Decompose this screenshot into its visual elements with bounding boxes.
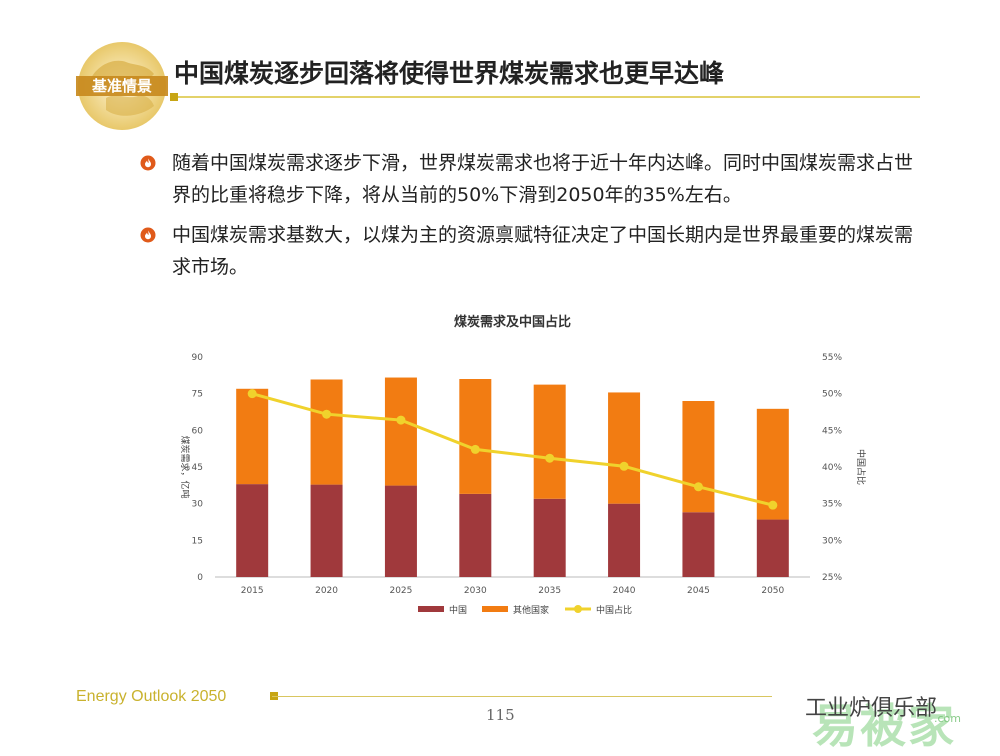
logo-badge-text: 基准情景: [91, 77, 152, 95]
wechat-watermark: 工业炉俱乐部: [805, 696, 938, 721]
y2-axis-tick-label: 45%: [822, 426, 842, 436]
y-axis-tick-label: 15: [192, 536, 203, 546]
china-share-point: [768, 500, 778, 510]
y2-axis-tick-label: 50%: [822, 390, 842, 400]
title-divider: [172, 96, 920, 98]
bar-other-countries: [608, 392, 641, 504]
china-share-point: [247, 389, 257, 399]
bullet-text: 中国煤炭需求基数大，以煤为主的资源禀赋特征决定了中国长期内是世界最重要的煤炭需求…: [172, 224, 914, 278]
y2-axis-tick-label: 40%: [822, 463, 842, 473]
y-axis-tick-label: 45: [192, 463, 203, 473]
y-axis-tick-label: 30: [192, 500, 204, 510]
y2-axis-label: 中国占比: [855, 449, 867, 485]
y-axis-tick-label: 90: [192, 353, 204, 363]
legend-label: 中国占比: [596, 604, 632, 616]
bar-other-countries: [533, 384, 566, 499]
bar-china: [533, 498, 566, 577]
legend-label: 中国: [449, 604, 467, 616]
bullet-item: 中国煤炭需求基数大，以煤为主的资源禀赋特征决定了中国长期内是世界最重要的煤炭需求…: [140, 219, 920, 289]
bar-other-countries: [310, 379, 343, 485]
china-share-point: [619, 461, 629, 471]
logo-globe-badge: 基准情景: [76, 42, 168, 130]
y-axis-tick-label: 60: [192, 426, 204, 436]
china-share-point: [545, 453, 555, 463]
bar-china: [459, 493, 492, 577]
bar-china: [756, 519, 789, 577]
x-axis-tick-label: 2035: [538, 586, 561, 596]
china-share-point: [470, 444, 480, 454]
bar-china: [608, 503, 641, 577]
footer-report-name: Energy Outlook 2050: [76, 688, 227, 705]
bar-other-countries: [459, 379, 492, 494]
china-share-point: [322, 409, 332, 419]
site-url-watermark: .com: [934, 712, 961, 725]
legend-marker: [574, 605, 582, 613]
x-axis-tick-label: 2050: [761, 586, 784, 596]
x-axis-tick-label: 2040: [613, 586, 636, 596]
flame-bullet-icon: [140, 155, 156, 171]
page-number: 115: [486, 706, 515, 724]
x-axis-tick-label: 2025: [389, 586, 412, 596]
bar-other-countries: [236, 388, 269, 485]
bar-other-countries: [682, 401, 715, 513]
y2-axis-tick-label: 55%: [822, 353, 842, 363]
china-share-point: [693, 482, 703, 492]
legend-swatch: [482, 606, 508, 612]
site-watermark: 易被家: [812, 699, 956, 753]
bar-other-countries: [384, 377, 417, 486]
x-axis-tick-label: 2020: [315, 586, 338, 596]
legend-swatch: [418, 606, 444, 612]
coal-demand-chart: 煤炭需求及中国占比 0 15 30 45 60 75 90 25% 30% 35% 40% 45% 50%…: [179, 314, 867, 616]
bar-china: [384, 485, 417, 577]
x-axis-tick-label: 2045: [687, 586, 710, 596]
y2-axis-tick-label: 35%: [822, 500, 842, 510]
y2-axis-tick-label: 30%: [822, 536, 842, 546]
x-axis-tick-label: 2015: [241, 586, 264, 596]
china-share-point: [396, 415, 406, 425]
flame-bullet-icon: [140, 227, 156, 243]
china-share-line: [251, 392, 774, 507]
footer-divider: [272, 696, 772, 697]
chart-title: 煤炭需求及中国占比: [454, 314, 571, 330]
bullet-item: 随着中国煤炭需求逐步下滑，世界煤炭需求也将于近十年内达峰。同时中国煤炭需求占世界…: [140, 147, 920, 217]
y2-axis-tick-label: 25%: [822, 573, 842, 583]
y-axis-tick-label: 75: [192, 390, 203, 400]
y-axis-label: 煤炭需求，亿吨: [179, 435, 191, 498]
y-axis-tick-label: 0: [197, 573, 203, 583]
legend-label: 其他国家: [513, 604, 549, 616]
bullet-text: 随着中国煤炭需求逐步下滑，世界煤炭需求也将于近十年内达峰。同时中国煤炭需求占世界…: [172, 152, 914, 206]
bar-china: [310, 484, 343, 577]
bar-china: [236, 484, 269, 577]
page-title: 中国煤炭逐步回落将使得世界煤炭需求也更早达峰: [174, 59, 725, 88]
title-divider-marker: [170, 93, 178, 101]
bar-china: [682, 512, 715, 577]
x-axis-tick-label: 2030: [464, 586, 487, 596]
